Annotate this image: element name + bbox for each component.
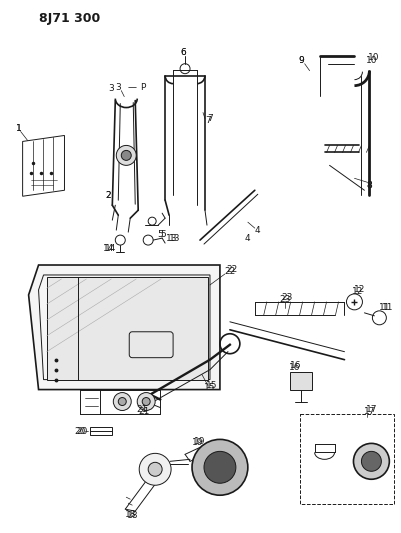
Bar xyxy=(300,415,394,504)
Text: 11: 11 xyxy=(382,303,393,312)
Text: 19: 19 xyxy=(194,437,206,446)
Text: 10: 10 xyxy=(366,56,377,65)
Circle shape xyxy=(118,398,126,406)
Bar xyxy=(47,277,208,379)
Text: 18: 18 xyxy=(126,511,138,520)
Circle shape xyxy=(204,451,236,483)
Polygon shape xyxy=(28,265,220,390)
Text: 14: 14 xyxy=(103,244,114,253)
Circle shape xyxy=(139,454,171,485)
Text: 17: 17 xyxy=(364,407,375,416)
Text: 8: 8 xyxy=(367,181,372,190)
Text: 9: 9 xyxy=(299,56,304,65)
Text: 8: 8 xyxy=(367,181,372,190)
Circle shape xyxy=(142,398,150,406)
Text: 23: 23 xyxy=(281,293,292,302)
Text: 7: 7 xyxy=(205,116,211,125)
Text: 3: 3 xyxy=(108,84,114,93)
Bar xyxy=(290,372,312,390)
Text: 12: 12 xyxy=(352,287,363,296)
Text: P: P xyxy=(140,83,146,92)
Circle shape xyxy=(192,439,248,495)
Text: —: — xyxy=(128,83,137,92)
Text: 8J71 300: 8J71 300 xyxy=(38,12,100,26)
Text: 18: 18 xyxy=(124,510,136,519)
Text: 16: 16 xyxy=(289,363,300,372)
Text: 14: 14 xyxy=(105,244,116,253)
Text: 13: 13 xyxy=(169,233,181,243)
Text: 2: 2 xyxy=(105,191,111,200)
Text: 12: 12 xyxy=(354,285,365,294)
Text: 10: 10 xyxy=(368,53,379,62)
Text: 15: 15 xyxy=(206,381,218,390)
Text: 9: 9 xyxy=(299,56,304,65)
Text: 6: 6 xyxy=(180,49,186,57)
Text: 21: 21 xyxy=(136,405,148,414)
Text: 4: 4 xyxy=(245,233,251,243)
Circle shape xyxy=(148,462,162,477)
Text: 7: 7 xyxy=(207,114,213,123)
Circle shape xyxy=(353,443,389,479)
Text: 19: 19 xyxy=(192,438,204,447)
Text: 13: 13 xyxy=(166,233,178,243)
Text: 2: 2 xyxy=(105,191,111,200)
Text: 5: 5 xyxy=(160,230,166,239)
Text: 23: 23 xyxy=(279,295,290,304)
Circle shape xyxy=(116,146,136,165)
Text: 3: 3 xyxy=(115,83,121,92)
Circle shape xyxy=(113,393,131,410)
Text: 6: 6 xyxy=(180,49,186,57)
Text: 1: 1 xyxy=(16,124,22,133)
Text: 5: 5 xyxy=(157,230,163,239)
Text: 11: 11 xyxy=(379,303,390,312)
Text: 20: 20 xyxy=(77,427,88,436)
Text: 4: 4 xyxy=(255,225,261,235)
Text: 20: 20 xyxy=(75,427,86,436)
Circle shape xyxy=(361,451,381,471)
Circle shape xyxy=(121,150,131,160)
Text: 21: 21 xyxy=(138,407,150,416)
Text: 22: 22 xyxy=(226,265,237,274)
Text: 1: 1 xyxy=(16,124,22,133)
Bar xyxy=(90,427,112,435)
Text: 17: 17 xyxy=(366,405,377,414)
Text: 15: 15 xyxy=(204,383,216,392)
Text: 16: 16 xyxy=(290,361,302,370)
Circle shape xyxy=(137,393,155,410)
Text: 22: 22 xyxy=(224,268,235,277)
